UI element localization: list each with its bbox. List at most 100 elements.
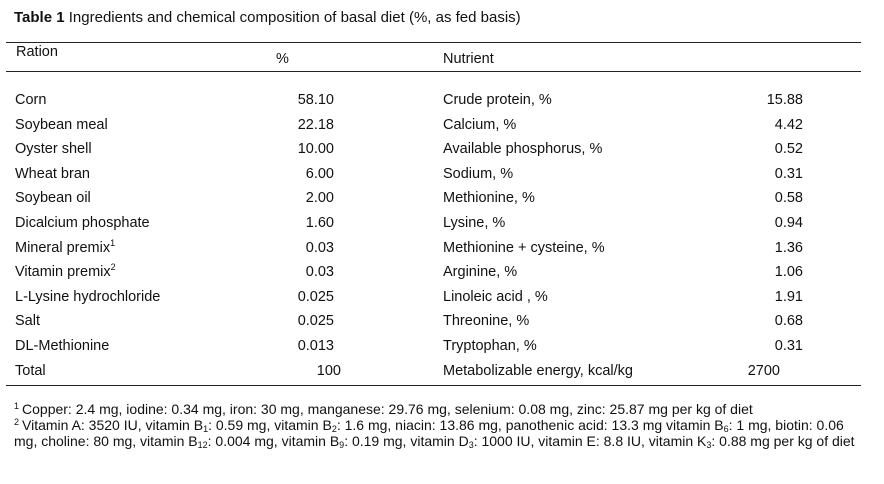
percent-cell: 1.60 [305, 214, 334, 231]
nutrient-cell: Lysine, % [443, 214, 506, 231]
value-cell: 2700 [747, 362, 780, 379]
ingredient-cell: DL-Methionine [15, 338, 109, 354]
table-row-total: Total 100 Metabolizable energy, kcal/kg … [0, 361, 884, 386]
ingredient-name: Corn [15, 92, 47, 108]
subscript: 1 [203, 424, 209, 434]
table-body: Corn 58.10 Crude protein, % 15.88 Soybea… [0, 90, 884, 385]
value-cell: 0.31 [774, 165, 803, 182]
subscript: 3 [706, 440, 712, 450]
nutrient-cell: Threonine, % [443, 313, 530, 330]
value-cell: 0.52 [774, 141, 803, 158]
table-row: Wheat bran 6.00 Sodium, % 0.31 [0, 164, 884, 189]
table-row: Soybean meal 22.18 Calcium, % 4.42 [0, 115, 884, 140]
subscript: 2 [331, 424, 337, 434]
subscript: 12 [197, 440, 208, 450]
subscript: 9 [339, 440, 345, 450]
percent-cell: 100 [316, 362, 341, 379]
percent-cell: 0.03 [305, 239, 334, 256]
ingredient-name: DL-Methionine [15, 337, 110, 354]
value-cell: 15.88 [766, 92, 803, 108]
ingredient-cell: Total [15, 363, 46, 379]
table-row: Mineral premix1 0.03 Methionine + cystei… [0, 238, 884, 263]
footnote-1: 1 Copper: 2.4 mg, iodine: 0.34 mg, iron: … [14, 401, 864, 417]
value-cell: 4.42 [774, 116, 803, 133]
nutrient-cell: Metabolizable energy, kcal/kg [443, 362, 633, 379]
footnote-2-text: : 0.19 mg, vitamin D [344, 433, 469, 449]
ingredient-name: L-Lysine hydrochloride [15, 288, 161, 305]
ingredient-name: Total [15, 362, 46, 379]
header-nutrient: Nutrient [443, 51, 494, 67]
table-row: Soybean oil 2.00 Methionine, % 0.58 [0, 188, 884, 213]
subscript: 6 [723, 424, 729, 434]
subscript: 3 [468, 440, 474, 450]
percent-cell: 58.10 [297, 92, 334, 108]
nutrient-cell: Linoleic acid , % [443, 288, 548, 305]
header-percent: % [276, 51, 289, 67]
table-row: L-Lysine hydrochloride 0.025 Linoleic ac… [0, 287, 884, 312]
nutrient-cell: Tryptophan, % [443, 337, 537, 354]
value-cell: 0.58 [774, 190, 803, 207]
table-row: Corn 58.10 Crude protein, % 15.88 [0, 90, 884, 115]
percent-cell: 0.013 [297, 337, 334, 354]
table-caption: Ingredients and chemical composition of … [68, 9, 521, 26]
ingredient-name: Mineral premix [15, 239, 111, 256]
footnote-2-text: Vitamin A: 3520 IU, vitamin B [22, 417, 204, 433]
value-cell: 1.06 [774, 264, 803, 281]
footnote-2: 2 Vitamin A: 3520 IU, vitamin B1: 0.59 mg… [14, 417, 864, 450]
nutrient-cell: Calcium, % [443, 116, 517, 133]
ingredient-name: Soybean oil [15, 190, 91, 207]
footnote-2-text: : 0.004 mg, vitamin B [207, 433, 340, 449]
ingredient-cell: Corn [15, 92, 46, 108]
nutrient-cell: Sodium, % [443, 165, 514, 182]
ingredient-cell: Mineral premix1 [15, 237, 116, 256]
percent-cell: 22.18 [297, 116, 334, 133]
footnote-2-mark: 2 [14, 417, 20, 427]
footnote-2-text: : 1 mg, biotin: 0.06 mg, choline: 80 mg,… [14, 417, 844, 449]
nutrient-cell: Available phosphorus, % [443, 141, 603, 158]
value-cell: 1.91 [774, 288, 803, 305]
nutrient-cell: Methionine, % [443, 190, 535, 207]
top-rule [6, 42, 861, 43]
ingredient-name: Salt [15, 313, 40, 330]
footnote-2-text: : 1000 IU, vitamin E: 8.8 IU, vitamin K [473, 433, 707, 449]
header-rule [6, 71, 861, 72]
header-ration: Ration [16, 44, 58, 60]
value-cell: 0.68 [774, 313, 803, 330]
table-row: Dicalcium phosphate 1.60 Lysine, % 0.94 [0, 213, 884, 238]
footnote-marker: 2 [110, 262, 116, 273]
table-row: Vitamin premix2 0.03 Arginine, % 1.06 [0, 262, 884, 287]
ingredient-cell: Soybean oil [15, 190, 91, 206]
percent-cell: 2.00 [305, 190, 334, 207]
percent-cell: 0.025 [297, 288, 334, 305]
footnote-marker: 1 [110, 237, 116, 248]
value-cell: 1.36 [774, 239, 803, 256]
percent-cell: 0.03 [305, 264, 334, 281]
ingredient-cell: Wheat bran [15, 166, 90, 182]
nutrient-cell: Methionine + cysteine, % [443, 239, 605, 256]
nutrient-cell: Crude protein, % [443, 92, 552, 108]
footnote-1-text: Copper: 2.4 mg, iodine: 0.34 mg, iron: 3… [22, 401, 753, 417]
ingredient-name: Wheat bran [15, 165, 90, 182]
ingredient-cell: L-Lysine hydrochloride [15, 289, 160, 305]
footnote-2-text: : 1.6 mg, niacin: 13.86 mg, panothenic a… [336, 417, 724, 433]
value-cell: 0.94 [774, 214, 803, 231]
table-row: DL-Methionine 0.013 Tryptophan, % 0.31 [0, 336, 884, 361]
footnote-2-text: : 0.88 mg per kg of diet [711, 433, 855, 449]
value-cell: 0.31 [774, 337, 803, 354]
ingredient-name: Vitamin premix [15, 264, 111, 281]
percent-cell: 6.00 [305, 165, 334, 182]
table-title: Table 1 Ingredients and chemical composi… [14, 9, 521, 26]
table-label: Table 1 [14, 9, 65, 26]
percent-cell: 10.00 [297, 141, 334, 158]
ingredient-name: Dicalcium phosphate [15, 214, 150, 231]
ingredient-name: Oyster shell [15, 141, 92, 158]
footnote-1-mark: 1 [14, 401, 20, 411]
ingredient-name: Soybean meal [15, 116, 108, 133]
bottom-rule [6, 385, 861, 386]
ingredient-cell: Soybean meal [15, 117, 108, 133]
nutrient-cell: Arginine, % [443, 264, 518, 281]
ingredient-cell: Vitamin premix2 [15, 262, 116, 281]
ingredient-cell: Salt [15, 313, 40, 329]
table-row: Salt 0.025 Threonine, % 0.68 [0, 311, 884, 336]
footnote-2-text: : 0.59 mg, vitamin B [208, 417, 332, 433]
